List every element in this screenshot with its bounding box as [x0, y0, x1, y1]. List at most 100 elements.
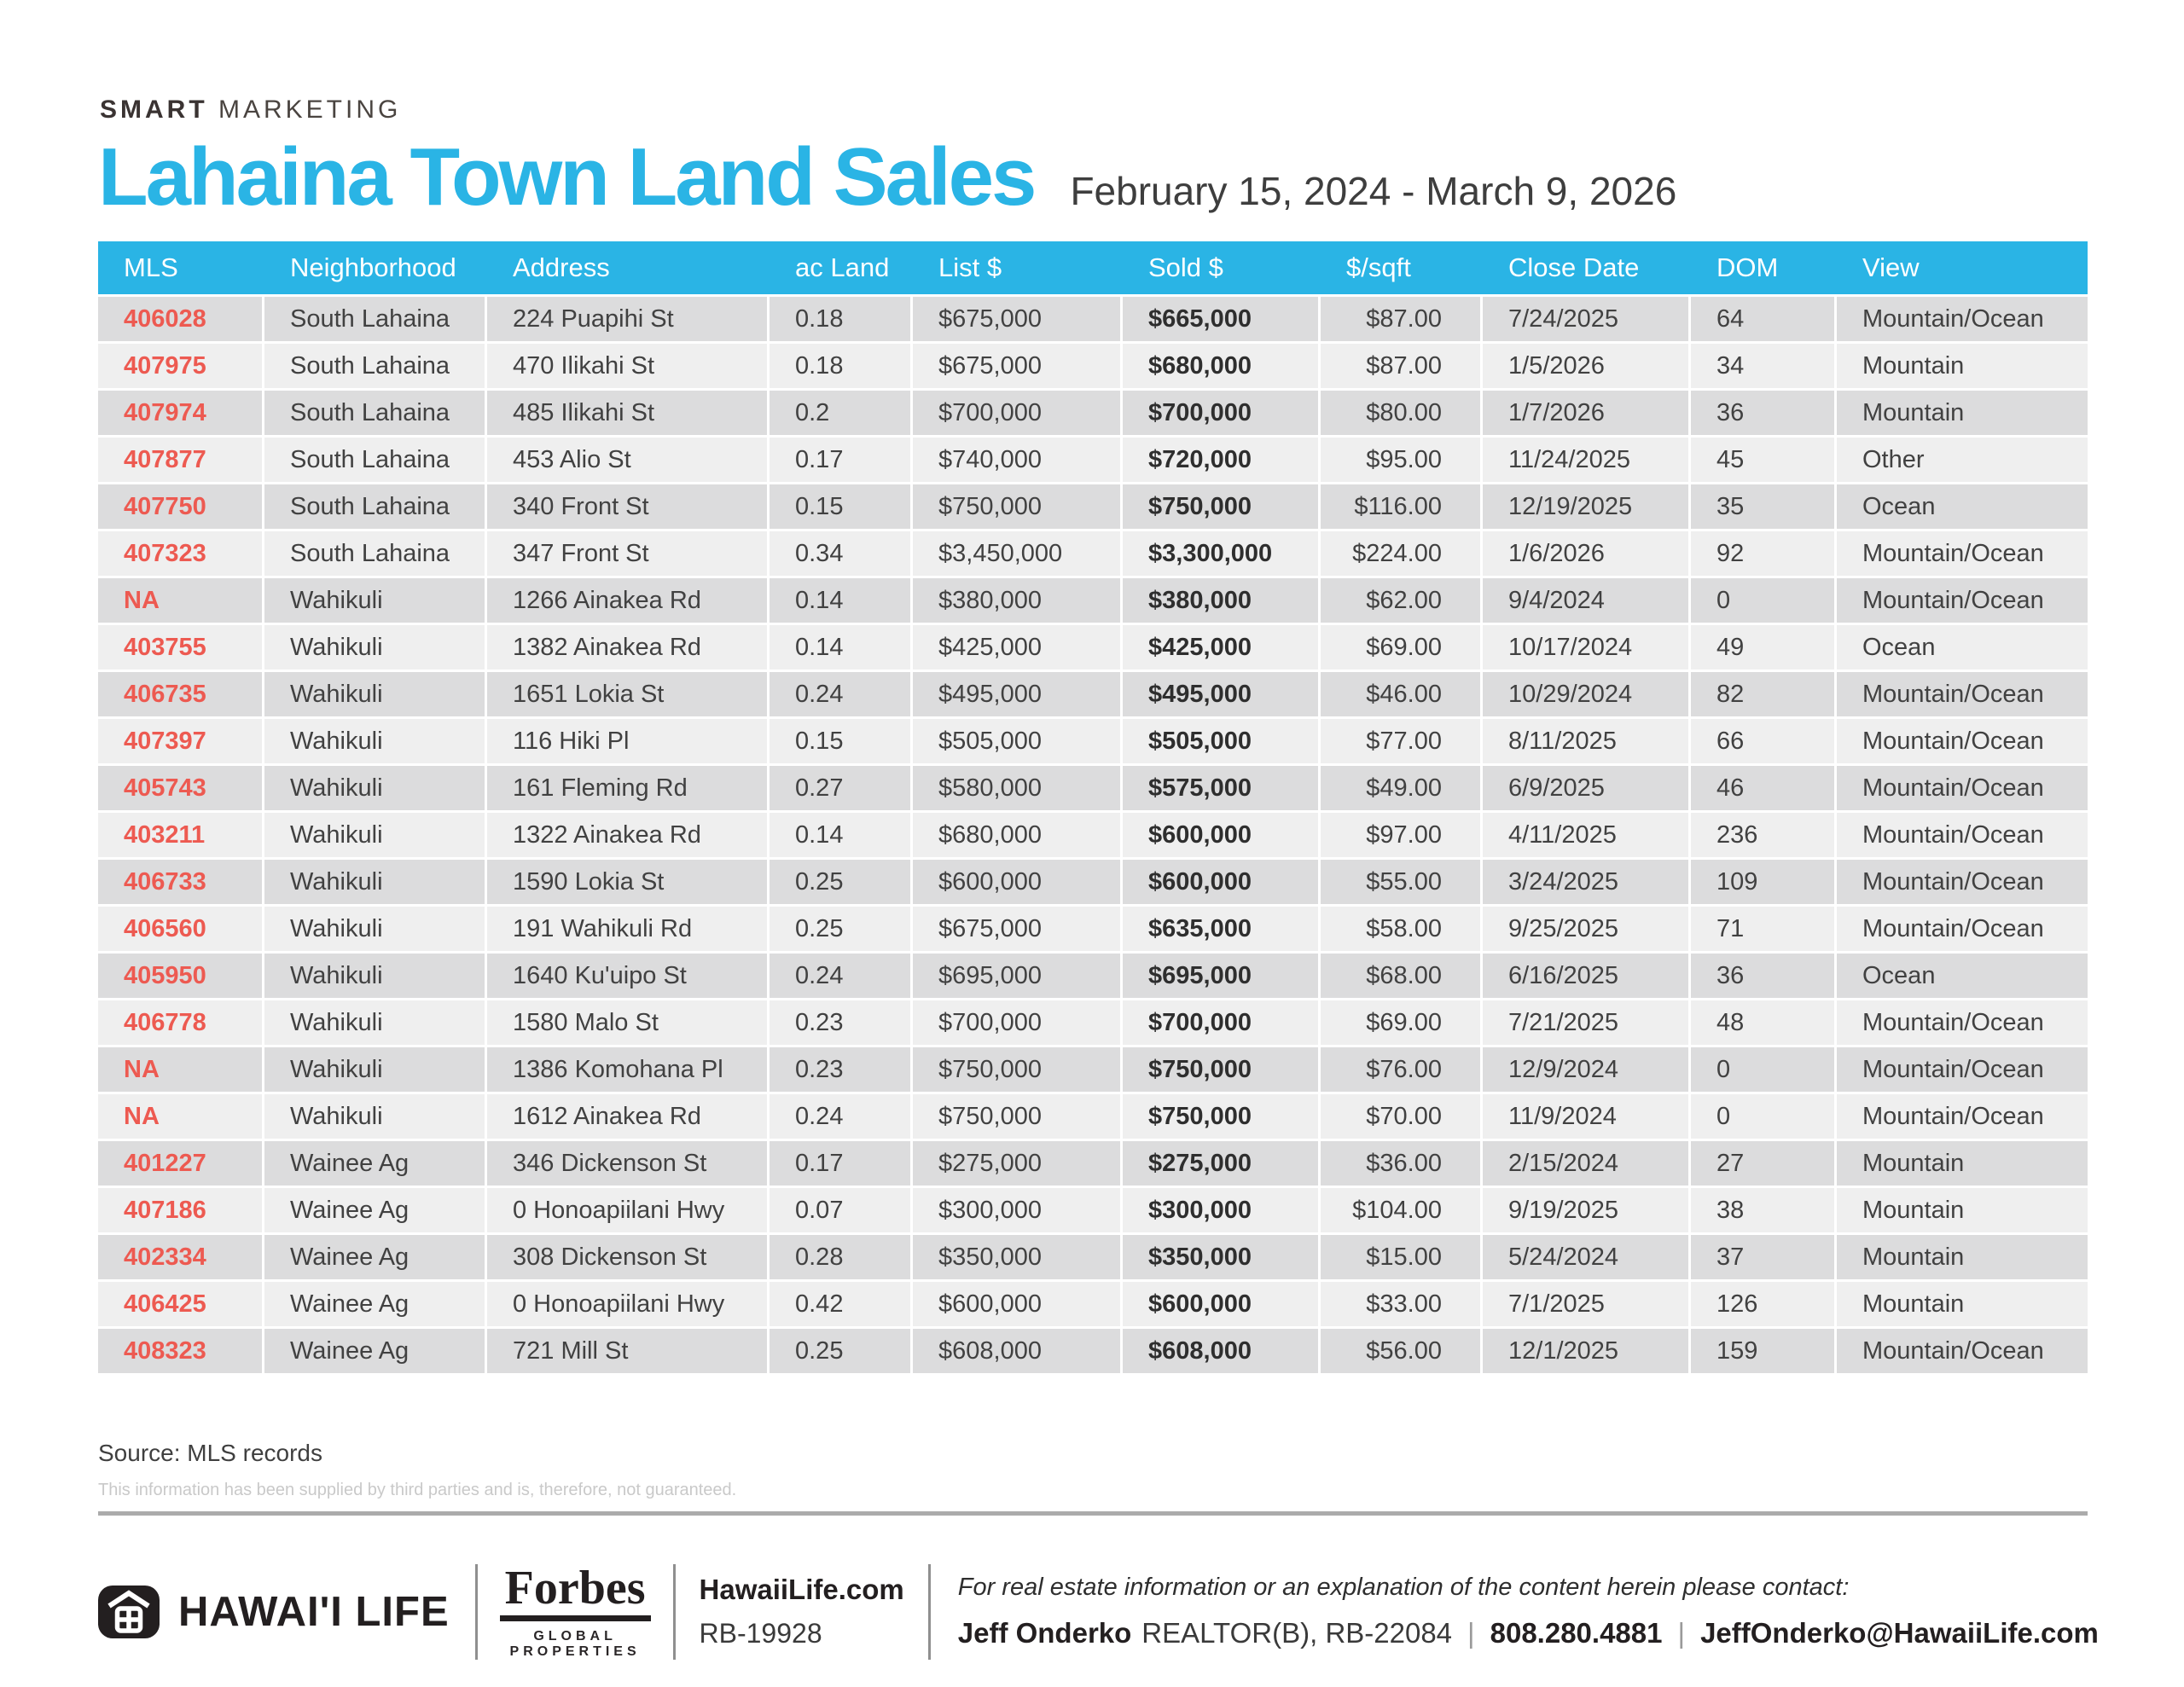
- table-cell: $58.00: [1321, 907, 1480, 951]
- table-cell: Wainee Ag: [264, 1329, 485, 1373]
- footer-divider: [98, 1511, 2088, 1516]
- table-cell: 1/6/2026: [1483, 531, 1688, 576]
- table-cell: $3,450,000: [913, 531, 1120, 576]
- table-cell: South Lahaina: [264, 297, 485, 341]
- table-cell: 0.18: [770, 297, 910, 341]
- table-cell: 403755: [98, 625, 262, 670]
- table-cell: 407186: [98, 1188, 262, 1232]
- table-cell: $680,000: [1123, 344, 1318, 388]
- table-cell: $750,000: [913, 1047, 1120, 1092]
- table-cell: $635,000: [1123, 907, 1318, 951]
- table-cell: 9/19/2025: [1483, 1188, 1688, 1232]
- website-url: HawaiiLife.com: [699, 1574, 904, 1605]
- table-cell: 340 Front St: [487, 484, 767, 529]
- footer: HAWAI'I LIFE Forbes GLOBAL PROPERTIES Ha…: [98, 1554, 2099, 1669]
- table-cell: Mountain/Ocean: [1837, 907, 2088, 951]
- disclaimer-text: This information has been supplied by th…: [98, 1481, 737, 1499]
- title-bar: Lahaina Town Land Sales February 15, 202…: [98, 134, 1677, 221]
- table-cell: 0.25: [770, 907, 910, 951]
- table-cell: $750,000: [1123, 1094, 1318, 1139]
- land-sales-table: MLS Neighborhood Address ac Land List $ Sold …: [98, 241, 2088, 1376]
- table-row: 406425 Wainee Ag 0 Honoapiilani Hwy 0.42 $60…: [98, 1282, 2088, 1326]
- table-cell: 6/16/2025: [1483, 954, 1688, 998]
- table-cell: 0.15: [770, 719, 910, 763]
- table-cell: 12/9/2024: [1483, 1047, 1688, 1092]
- table-cell: 721 Mill St: [487, 1329, 767, 1373]
- table-cell: Wahikuli: [264, 1047, 485, 1092]
- table-cell: Mountain/Ocean: [1837, 578, 2088, 623]
- table-cell: $600,000: [913, 1282, 1120, 1326]
- table-cell: Mountain/Ocean: [1837, 766, 2088, 810]
- table-cell: Wainee Ag: [264, 1141, 485, 1186]
- table-cell: $740,000: [913, 438, 1120, 482]
- table-cell: $49.00: [1321, 766, 1480, 810]
- table-cell: Wahikuli: [264, 1094, 485, 1139]
- table-cell: 64: [1691, 297, 1834, 341]
- table-cell: 406425: [98, 1282, 262, 1326]
- table-row: 407323 South Lahaina 347 Front St 0.34 $3,45…: [98, 531, 2088, 576]
- table-cell: 0.27: [770, 766, 910, 810]
- table-cell: Mountain: [1837, 344, 2088, 388]
- table-cell: 0: [1691, 1094, 1834, 1139]
- table-cell: 406733: [98, 860, 262, 904]
- table-row: 402334 Wainee Ag 308 Dickenson St 0.28 $350,…: [98, 1235, 2088, 1279]
- table-cell: $505,000: [1123, 719, 1318, 763]
- title-date-range: February 15, 2024 - March 9, 2026: [1070, 169, 1677, 213]
- column-header: View: [1862, 252, 1920, 282]
- table-cell: Wahikuli: [264, 1000, 485, 1045]
- table-cell: $380,000: [913, 578, 1120, 623]
- table-row: 407975 South Lahaina 470 Ilikahi St 0.18 $67…: [98, 344, 2088, 388]
- table-cell: 48: [1691, 1000, 1834, 1045]
- agent-email: JeffOnderko@HawaiiLife.com: [1700, 1617, 2099, 1649]
- table-cell: $750,000: [913, 484, 1120, 529]
- table-row: NA Wahikuli 1612 Ainakea Rd 0.24 $750,000 $75…: [98, 1094, 2088, 1139]
- forbes-wordmark: Forbes: [499, 1564, 651, 1621]
- table-cell: 5/24/2024: [1483, 1235, 1688, 1279]
- contact-line: Jeff Onderko REALTOR(B), RB-22084 | 808.…: [958, 1617, 2099, 1649]
- table-cell: Wahikuli: [264, 907, 485, 951]
- table-cell: $505,000: [913, 719, 1120, 763]
- table-row: 407750 South Lahaina 340 Front St 0.15 $750,…: [98, 484, 2088, 529]
- table-cell: $600,000: [1123, 1282, 1318, 1326]
- hawaii-life-logo: HAWAI'I LIFE: [98, 1585, 450, 1638]
- table-cell: South Lahaina: [264, 391, 485, 435]
- table-cell: 453 Alio St: [487, 438, 767, 482]
- brand-tagline: SMART MARKETING: [100, 96, 401, 125]
- column-header: ac Land: [795, 252, 890, 282]
- table-cell: $70.00: [1321, 1094, 1480, 1139]
- table-cell: 0.15: [770, 484, 910, 529]
- table-cell: $46.00: [1321, 672, 1480, 716]
- agent-phone: 808.280.4881: [1490, 1617, 1663, 1649]
- table-cell: 405743: [98, 766, 262, 810]
- table-cell: 0.17: [770, 1141, 910, 1186]
- table-cell: 126: [1691, 1282, 1834, 1326]
- table-cell: 407397: [98, 719, 262, 763]
- column-header: DOM: [1716, 252, 1779, 282]
- table-cell: 0.25: [770, 860, 910, 904]
- table-cell: 49: [1691, 625, 1834, 670]
- table-cell: $425,000: [1123, 625, 1318, 670]
- table-cell: 408323: [98, 1329, 262, 1373]
- table-cell: 1590 Lokia St: [487, 860, 767, 904]
- table-cell: $608,000: [913, 1329, 1120, 1373]
- table-cell: 407750: [98, 484, 262, 529]
- table-cell: $495,000: [1123, 672, 1318, 716]
- table-cell: Wahikuli: [264, 625, 485, 670]
- table-row: 407397 Wahikuli 116 Hiki Pl 0.15 $505,000 $50…: [98, 719, 2088, 763]
- table-cell: 1651 Lokia St: [487, 672, 767, 716]
- table-row: 406028 South Lahaina 224 Puapihi St 0.18 $67…: [98, 297, 2088, 341]
- table-row: 405950 Wahikuli 1640 Ku'uipo St 0.24 $695,00…: [98, 954, 2088, 998]
- table-cell: 407323: [98, 531, 262, 576]
- table-cell: Wainee Ag: [264, 1282, 485, 1326]
- table-cell: 82: [1691, 672, 1834, 716]
- table-cell: 0 Honoapiilani Hwy: [487, 1282, 767, 1326]
- table-cell: Wahikuli: [264, 719, 485, 763]
- table-cell: 3/24/2025: [1483, 860, 1688, 904]
- table-row: NA Wahikuli 1266 Ainakea Rd 0.14 $380,000 $38…: [98, 578, 2088, 623]
- table-cell: 1612 Ainakea Rd: [487, 1094, 767, 1139]
- table-cell: 191 Wahikuli Rd: [487, 907, 767, 951]
- house-icon: [98, 1585, 160, 1638]
- table-cell: $695,000: [1123, 954, 1318, 998]
- table-cell: $55.00: [1321, 860, 1480, 904]
- table-cell: 36: [1691, 954, 1834, 998]
